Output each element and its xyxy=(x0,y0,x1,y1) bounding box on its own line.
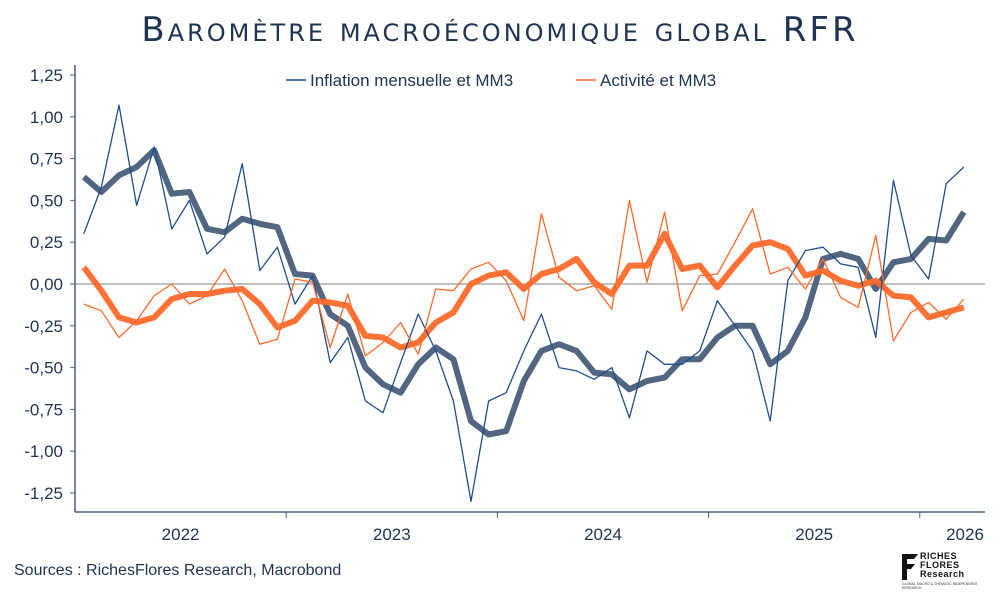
legend-label-activity: Activité et MM3 xyxy=(600,71,716,90)
series-line-activit-mm3 xyxy=(81,230,965,351)
y-tick-label: -0,75 xyxy=(24,400,63,419)
y-tick-label: 0,75 xyxy=(30,150,63,169)
y-tick-label: 1,25 xyxy=(30,66,63,85)
series-line-activit- xyxy=(83,199,965,357)
logo-text-3: Research xyxy=(920,569,965,579)
series-line-inflation-mensuelle xyxy=(83,104,965,503)
x-tick-label: 2023 xyxy=(373,525,411,544)
y-tick-label: -1,00 xyxy=(24,442,63,461)
chart-title: Baromètre macroéconomique global RFR xyxy=(141,10,859,50)
x-tick-label: 2026 xyxy=(946,525,984,544)
y-tick-label: 0,00 xyxy=(30,275,63,294)
riches-flores-logo: RICHES FLORES Research GLOBAL MACRO & TH… xyxy=(900,548,990,592)
x-tick-label: 2022 xyxy=(162,525,200,544)
y-tick-label: -0,50 xyxy=(24,359,63,378)
y-tick-label: 0,25 xyxy=(30,233,63,252)
logo-text-1: RICHES xyxy=(920,551,958,561)
legend-label-inflation: Inflation mensuelle et MM3 xyxy=(310,71,513,90)
x-tick-label: 2025 xyxy=(795,525,833,544)
logo-text-2: FLORES xyxy=(920,560,960,570)
x-tick-label: 2024 xyxy=(584,525,622,544)
y-tick-label: -0,25 xyxy=(24,317,63,336)
series-line-inflation-mm3 xyxy=(81,147,967,438)
logo-tagline: GLOBAL MACRO & THEMATIC INDEPENDENT RESE… xyxy=(902,582,978,590)
y-tick-label: 0,50 xyxy=(30,191,63,210)
source-note: Sources : RichesFlores Research, Macrobo… xyxy=(14,562,342,579)
y-tick-label: -1,25 xyxy=(24,484,63,503)
y-tick-label: 1,00 xyxy=(30,108,63,127)
logo-mark-icon xyxy=(902,554,918,580)
